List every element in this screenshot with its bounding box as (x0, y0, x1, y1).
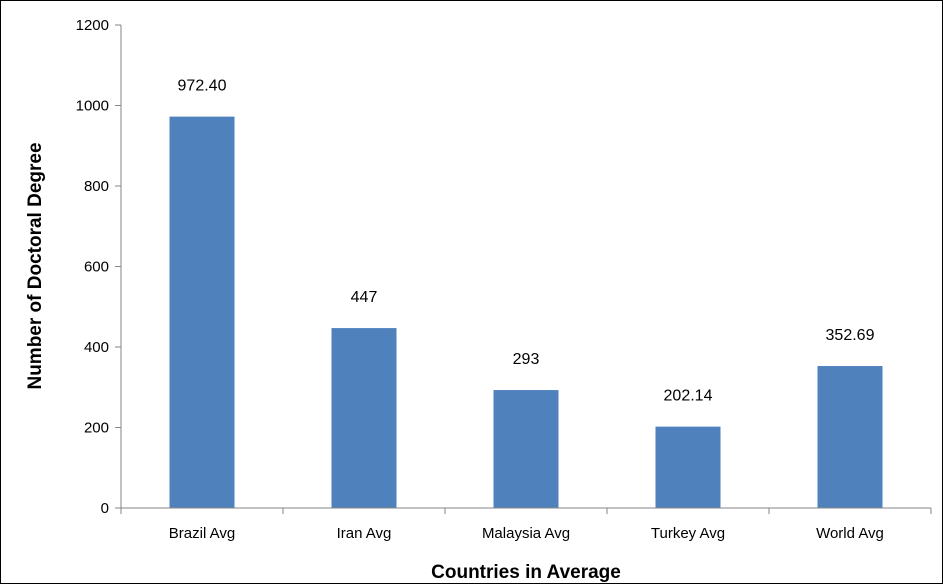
x-tick-label: Turkey Avg (651, 525, 725, 542)
y-tick-labels: 0 200 400 600 800 1000 1200 (76, 17, 109, 517)
bars (169, 116, 883, 508)
bar (493, 390, 559, 508)
x-tick-label: Malaysia Avg (482, 525, 570, 542)
x-tick-label: World Avg (816, 525, 884, 542)
x-tick-label: Brazil Avg (169, 525, 235, 542)
data-labels: 972.40 447 293 202.14 352.69 (178, 78, 875, 405)
y-axis-title: Number of Doctoral Degree (25, 142, 46, 389)
data-label: 202.14 (664, 388, 713, 405)
x-tick-labels: Brazil Avg Iran Avg Malaysia Avg Turkey Avg… (169, 525, 884, 542)
data-label: 352.69 (826, 327, 875, 344)
x-axis (120, 507, 932, 514)
y-axis (115, 24, 122, 509)
y-tick-label: 600 (84, 259, 109, 276)
y-tick-label: 200 (84, 420, 109, 437)
y-tick-label: 1200 (76, 17, 109, 34)
y-tick-label: 400 (84, 339, 109, 356)
x-tick-label: Iran Avg (337, 525, 392, 542)
y-tick-label: 800 (84, 178, 109, 195)
data-label: 293 (513, 351, 540, 368)
bar (655, 426, 721, 508)
bar (331, 328, 397, 508)
data-label: 447 (351, 289, 378, 306)
y-tick-label: 0 (101, 500, 109, 517)
y-tick-label: 1000 (76, 98, 109, 115)
bar (817, 366, 883, 508)
bar (169, 116, 235, 508)
data-label: 972.40 (178, 78, 227, 95)
x-axis-title: Countries in Average (431, 562, 621, 583)
